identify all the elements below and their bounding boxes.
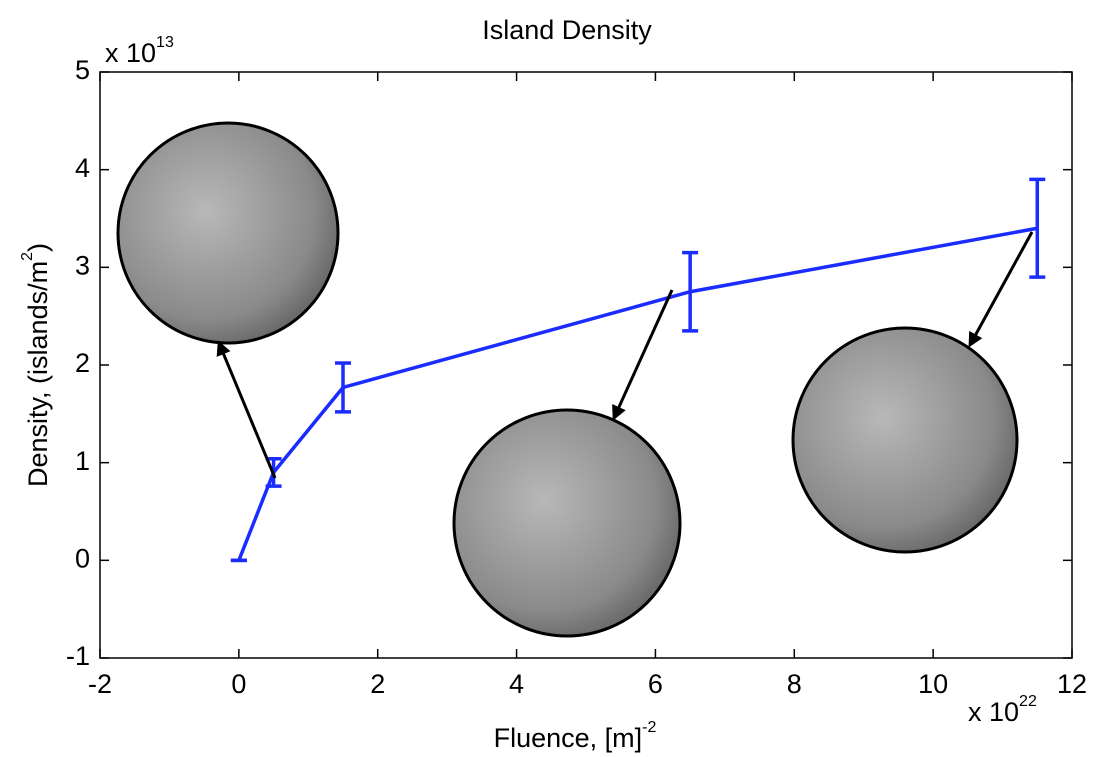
- y-tick-label: -1: [66, 641, 90, 671]
- x-tick-label: 4: [509, 669, 524, 699]
- x-tick-label: 6: [648, 669, 663, 699]
- x-axis-label: Fluence, [m]-2: [494, 719, 657, 753]
- x-tick-label: -2: [88, 669, 112, 699]
- sem-image: [452, 408, 682, 638]
- arrow: [968, 231, 1034, 348]
- y-tick-label: 1: [75, 446, 90, 476]
- inset-images: [116, 121, 1034, 638]
- y-axis-label: Density, (islands/m2): [19, 243, 53, 487]
- x-tick-label: 0: [231, 669, 246, 699]
- x-multiplier: x 1022: [968, 693, 1037, 727]
- arrow: [216, 340, 277, 479]
- y-tick-label: 5: [75, 55, 90, 85]
- sem-image: [791, 326, 1019, 554]
- y-tick-label: 4: [75, 153, 90, 183]
- chart-title: Island Density: [482, 15, 652, 45]
- x-tick-label: 10: [918, 669, 948, 699]
- plot-area: [99, 71, 1073, 659]
- y-multiplier: x 1013: [105, 34, 174, 68]
- x-tick-label: 12: [1057, 669, 1087, 699]
- arrow: [612, 289, 674, 421]
- x-tick-label: 2: [370, 669, 385, 699]
- x-tick-label: 8: [787, 669, 802, 699]
- y-tick-label: 0: [75, 543, 90, 573]
- y-tick-label: 3: [75, 250, 90, 280]
- y-tick-label: 2: [75, 348, 90, 378]
- sem-image: [116, 121, 340, 345]
